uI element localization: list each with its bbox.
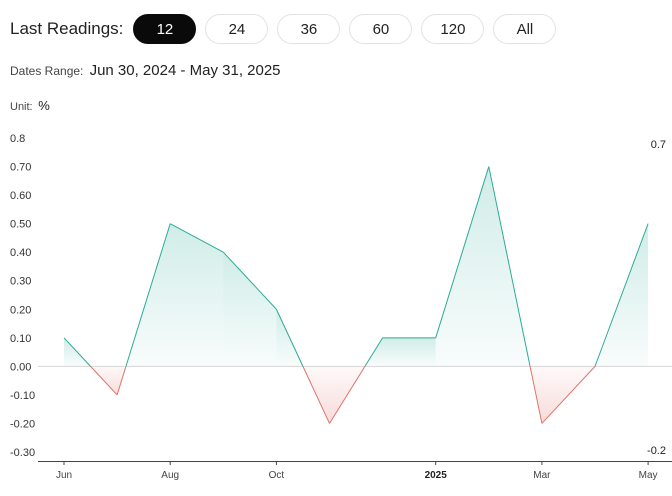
y-tick-label: -0.20 (10, 418, 35, 430)
unit-label: Unit: (10, 101, 33, 113)
readings-all-button[interactable]: All (493, 14, 557, 44)
readings-36-button[interactable]: 36 (277, 14, 341, 44)
y-tick-label: 0.30 (10, 276, 31, 288)
negative-line-segment (302, 366, 330, 424)
y-tick-label: 0.20 (10, 304, 31, 316)
y-tick-label: 0.50 (10, 219, 31, 231)
y-tick-label: 0.70 (10, 162, 31, 174)
positive-area (223, 252, 277, 367)
x-tick-label: 2025 (425, 470, 448, 481)
y-tick-label: 0.40 (10, 247, 31, 259)
positive-line-segment (275, 309, 304, 367)
dates-range-label: Dates Range: (10, 64, 84, 78)
readings-24-button[interactable]: 24 (205, 14, 269, 44)
positive-line-segment (364, 337, 384, 367)
readings-120-button[interactable]: 120 (421, 14, 485, 44)
area-fills (64, 166, 649, 424)
series-lines (63, 166, 649, 424)
x-tick-label: Aug (161, 470, 179, 481)
positive-line-segment (594, 223, 649, 367)
positive-area (382, 337, 436, 367)
positive-line-segment (63, 337, 91, 367)
negative-line-segment (329, 366, 366, 424)
readings-toolbar: Last Readings: 12 24 36 60 120 All (10, 13, 565, 45)
y-tick-label: -0.10 (10, 390, 35, 402)
x-tick-label: Oct (269, 470, 285, 481)
y-axis: 0.8 0.70 0.60 0.50 0.40 0.30 0.20 0.10 0.00 -0.10… (10, 133, 35, 459)
x-axis: Jun Aug Oct 2025 Mar May (56, 461, 658, 481)
min-value-label: -0.2 (647, 445, 666, 457)
negative-line-segment (116, 366, 127, 396)
positive-area (435, 166, 489, 367)
x-tick-label: Mar (533, 470, 551, 481)
positive-line-segment (435, 166, 490, 338)
negative-line-segment (541, 366, 596, 424)
positive-line-segment (222, 251, 277, 310)
y-tick-label: 0.10 (10, 333, 31, 345)
unit-row: Unit: % (10, 98, 50, 113)
positive-area (170, 223, 224, 367)
negative-line-segment (529, 366, 543, 424)
negative-line-segment (90, 366, 118, 396)
positive-line-segment (125, 223, 171, 367)
x-tick-label: May (639, 470, 658, 481)
y-tick-label: 0.00 (10, 361, 31, 373)
dates-range-value: Jun 30, 2024 - May 31, 2025 (89, 62, 281, 79)
max-value-label: 0.7 (651, 139, 666, 151)
positive-area (125, 223, 171, 367)
y-tick-label: 0.60 (10, 190, 31, 202)
x-tick-label: Jun (56, 470, 72, 481)
y-tick-label: -0.30 (10, 447, 35, 459)
positive-line-segment (488, 166, 531, 367)
readings-60-button[interactable]: 60 (349, 14, 413, 44)
last-readings-label: Last Readings: (10, 19, 124, 38)
y-tick-label: 0.8 (10, 133, 25, 145)
readings-12-button[interactable]: 12 (133, 14, 197, 44)
dates-range: Dates Range: Jun 30, 2024 - May 31, 2025 (10, 62, 281, 79)
unit-value: % (38, 98, 50, 113)
positive-line-segment (169, 223, 224, 253)
